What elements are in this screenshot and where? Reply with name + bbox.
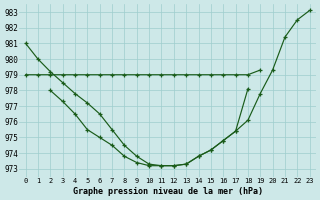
- X-axis label: Graphe pression niveau de la mer (hPa): Graphe pression niveau de la mer (hPa): [73, 187, 263, 196]
